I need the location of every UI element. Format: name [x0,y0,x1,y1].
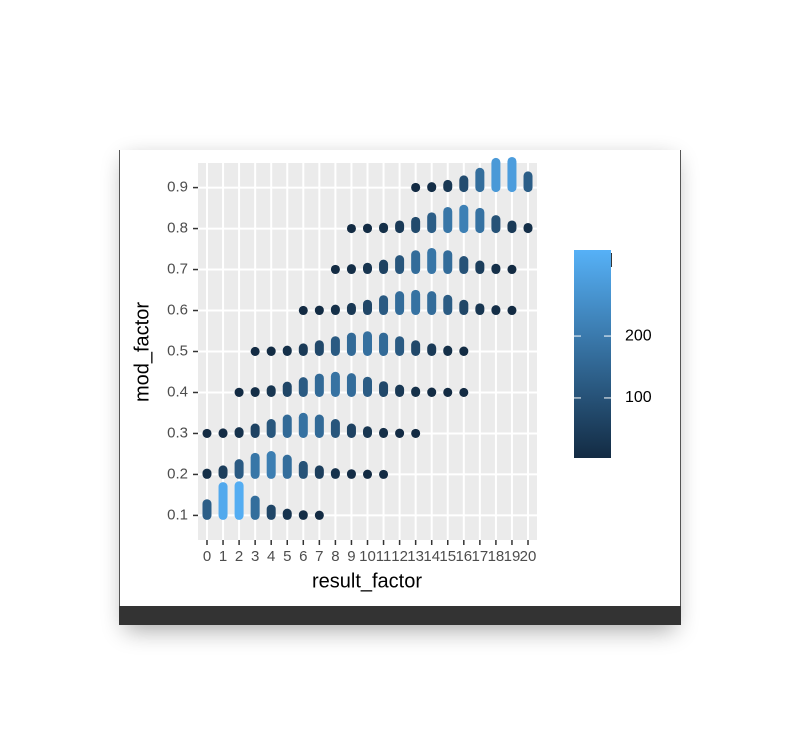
y-axis-label: mod_factor [131,302,153,402]
y-tick-label: 0.7 [167,261,188,278]
y-tick-label: 0.9 [167,179,188,196]
x-tick-label: 5 [283,548,291,565]
x-tick-label: 10 [359,548,376,565]
y-tick-label: 0.2 [167,465,188,482]
x-tick-label: 16 [455,548,472,565]
x-tick-label: 9 [347,548,355,565]
x-tick-label: 4 [267,548,275,565]
x-tick-label: 8 [331,548,339,565]
x-tick-label: 3 [251,548,259,565]
colorbar [574,250,611,458]
x-tick-label: 17 [472,548,489,565]
window-status-bar [119,606,681,625]
x-tick-label: 12 [391,548,408,565]
x-tick-label: 7 [315,548,323,565]
colorbar-label: 100 [625,389,652,406]
x-tick-label: 18 [488,548,505,565]
x-axis-label: result_factor [312,570,422,592]
x-tick-label: 11 [376,548,392,565]
x-tick-label: 15 [439,548,456,565]
x-tick-label: 13 [407,548,424,565]
y-tick-label: 0.6 [167,301,188,318]
x-tick-label: 14 [423,548,440,565]
y-tick-label: 0.3 [167,424,188,441]
x-tick-label: 19 [504,548,521,565]
x-tick-label: 6 [299,548,307,565]
y-tick-label: 0.5 [167,342,188,359]
x-tick-label: 1 [219,548,227,565]
colorbar-label: 200 [625,327,652,344]
x-tick-label: 0 [203,548,211,565]
x-tick-label: 20 [520,548,537,565]
y-tick-label: 0.1 [167,506,188,523]
y-tick-label: 0.8 [167,220,188,237]
y-tick-label: 0.4 [167,383,188,400]
x-tick-label: 2 [235,548,243,565]
